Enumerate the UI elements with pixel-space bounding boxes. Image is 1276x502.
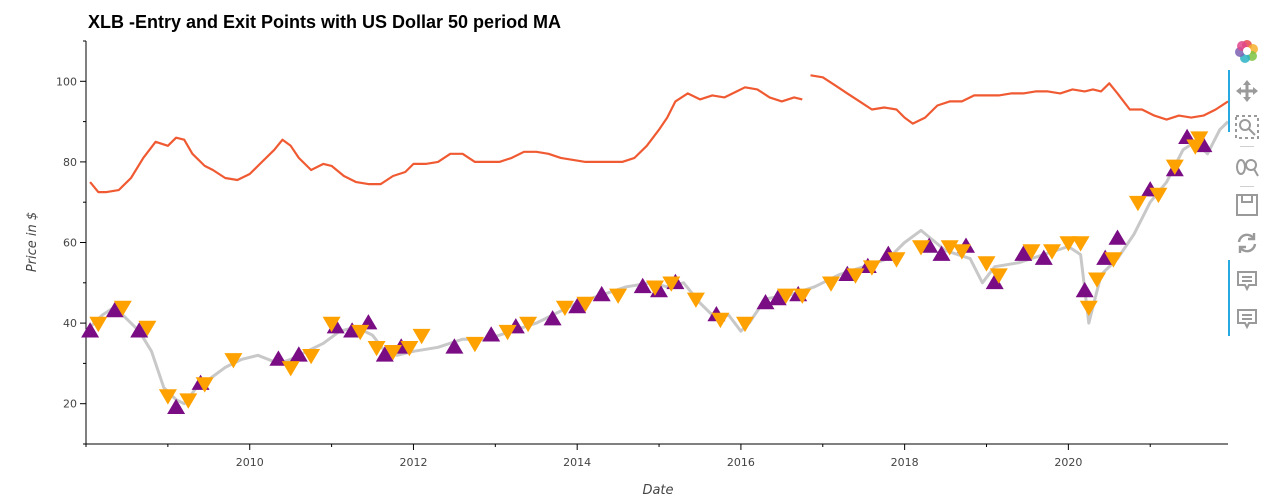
sell-marker (989, 268, 1008, 284)
sell-marker (576, 296, 595, 312)
hover-icon[interactable] (1234, 268, 1260, 294)
sell-marker (1088, 272, 1106, 288)
y-tick-label: 80 (63, 156, 77, 169)
sell-marker (224, 353, 243, 369)
buy-marker (289, 346, 308, 362)
sell-marker (776, 288, 795, 304)
sell-marker (646, 280, 664, 296)
sell-marker (1059, 236, 1078, 252)
sell-marker (822, 276, 840, 292)
buy-marker (768, 289, 787, 306)
sell-marker (1043, 244, 1061, 260)
sell-marker (977, 256, 996, 272)
x-tick-label: 2016 (727, 456, 755, 469)
sell-marker (711, 312, 730, 329)
sell-marker (1071, 236, 1090, 252)
buy-marker (445, 338, 464, 354)
sell-marker (1079, 300, 1098, 316)
y-axis-label: Price in $ (25, 212, 40, 272)
buy-marker (633, 277, 652, 294)
sell-marker (113, 300, 132, 316)
y-tick-label: 40 (63, 317, 77, 330)
sell-marker (609, 288, 628, 304)
sell-marker (158, 389, 177, 405)
sell-marker (1022, 244, 1041, 260)
sell-marker (367, 341, 386, 357)
sell-marker (793, 288, 812, 304)
sell-marker (179, 393, 198, 409)
x-tick-label: 2018 (891, 456, 919, 469)
toolbar-separator (1240, 186, 1254, 187)
sell-marker (662, 276, 681, 292)
price-line (84, 120, 1228, 406)
sell-marker (322, 316, 341, 333)
sell-marker (89, 316, 108, 333)
sell-marker (412, 328, 431, 345)
moving-average-line (89, 74, 1228, 194)
chart: XLB -Entry and Exit Points with US Dolla… (25, 12, 1228, 498)
active-tool-indicator (1228, 260, 1230, 336)
toolbar-separator (1240, 146, 1254, 147)
sell-marker (952, 244, 971, 260)
buy-marker (985, 273, 1004, 290)
box-zoom-icon[interactable] (1234, 114, 1260, 140)
sell-marker (281, 361, 300, 377)
sell-marker (862, 260, 881, 276)
y-tick-label: 60 (63, 237, 77, 250)
x-tick-label: 2010 (236, 456, 264, 469)
reset-icon[interactable] (1234, 230, 1260, 256)
x-axis-label: Date (642, 483, 673, 498)
sell-marker (519, 316, 538, 333)
hover-icon-2[interactable] (1234, 306, 1260, 332)
buy-marker (932, 245, 951, 261)
sell-marker (400, 341, 419, 357)
sell-marker (1190, 131, 1209, 147)
pan-icon[interactable] (1234, 78, 1260, 104)
buy-marker (167, 398, 186, 414)
y-tick-label: 100 (56, 75, 77, 88)
sell-marker (846, 268, 865, 284)
bokeh-logo-icon[interactable] (1234, 38, 1260, 64)
sell-marker (498, 324, 517, 341)
buy-marker (1034, 249, 1053, 265)
save-icon[interactable] (1234, 192, 1260, 218)
x-tick-label: 2020 (1054, 456, 1082, 469)
sell-marker (384, 345, 402, 361)
sell-marker (465, 336, 484, 353)
active-tool-indicator (1228, 70, 1230, 132)
sell-marker (887, 252, 906, 268)
buy-marker (568, 298, 587, 314)
buy-marker (81, 322, 100, 338)
buy-marker (543, 310, 562, 326)
y-tick-label: 20 (63, 398, 77, 411)
chart-title: XLB -Entry and Exit Points with US Dolla… (88, 12, 561, 32)
buy-marker (130, 322, 149, 338)
buy-marker (1108, 229, 1127, 245)
sell-marker (351, 324, 370, 341)
buy-marker (592, 285, 611, 302)
sell-marker (686, 292, 705, 308)
plot-toolbar (1228, 36, 1268, 346)
buy-marker (756, 294, 775, 310)
sell-marker (1165, 159, 1184, 175)
wheel-zoom-icon[interactable] (1234, 154, 1260, 180)
sell-marker (1104, 252, 1123, 268)
x-tick-label: 2012 (399, 456, 427, 469)
sell-marker (736, 316, 754, 333)
sell-marker (940, 240, 959, 256)
sell-marker (195, 377, 214, 393)
sell-marker (138, 320, 157, 337)
sell-marker (1149, 187, 1168, 204)
sell-marker (302, 349, 321, 365)
sell-marker (912, 240, 930, 256)
sell-marker (555, 300, 574, 316)
buy-marker (375, 346, 394, 362)
buy-marker (105, 302, 124, 318)
x-tick-label: 2014 (563, 456, 591, 469)
buy-marker (1075, 281, 1094, 298)
buy-marker (1014, 245, 1033, 261)
sell-marker (1128, 195, 1147, 212)
buy-marker (482, 326, 501, 342)
